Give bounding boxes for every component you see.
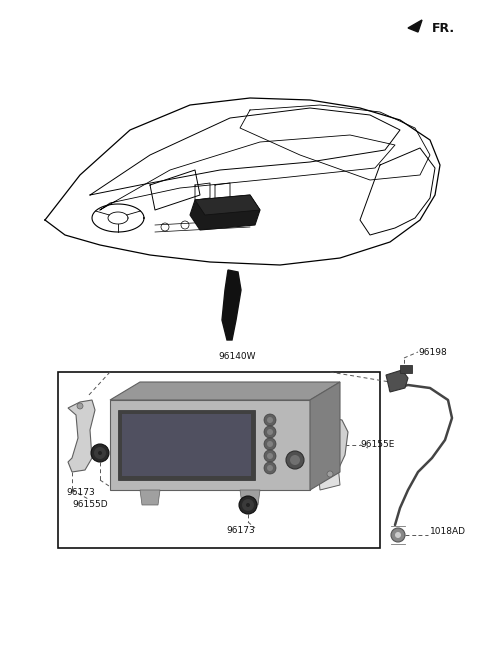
Polygon shape — [68, 400, 95, 472]
Circle shape — [290, 455, 300, 465]
Polygon shape — [195, 195, 260, 215]
Circle shape — [91, 444, 109, 462]
Circle shape — [98, 451, 102, 455]
Circle shape — [264, 438, 276, 450]
Circle shape — [246, 503, 250, 507]
Text: 96198: 96198 — [418, 348, 447, 357]
Text: 96173: 96173 — [66, 488, 95, 497]
Text: 96140W: 96140W — [218, 352, 255, 361]
Circle shape — [264, 462, 276, 474]
Polygon shape — [310, 382, 340, 490]
Polygon shape — [190, 195, 260, 230]
Circle shape — [327, 471, 333, 477]
Text: 96155E: 96155E — [360, 440, 395, 449]
Circle shape — [267, 465, 273, 471]
Polygon shape — [110, 382, 340, 400]
Circle shape — [77, 403, 83, 409]
Polygon shape — [110, 400, 310, 490]
Polygon shape — [240, 490, 260, 505]
Circle shape — [395, 532, 401, 538]
Polygon shape — [408, 20, 422, 32]
Text: 96155D: 96155D — [72, 500, 108, 509]
Circle shape — [239, 496, 257, 514]
Polygon shape — [318, 465, 340, 490]
Bar — [400, 365, 412, 373]
Polygon shape — [318, 418, 348, 475]
Polygon shape — [140, 490, 160, 505]
Polygon shape — [386, 370, 408, 392]
Circle shape — [242, 499, 254, 511]
Circle shape — [264, 450, 276, 462]
Circle shape — [267, 417, 273, 423]
Bar — [122, 414, 251, 476]
Bar — [58, 372, 380, 548]
Circle shape — [286, 451, 304, 469]
Polygon shape — [222, 270, 241, 340]
Circle shape — [94, 447, 106, 459]
Circle shape — [264, 414, 276, 426]
Bar — [118, 410, 255, 480]
Text: 1018AD: 1018AD — [430, 527, 466, 535]
Circle shape — [264, 426, 276, 438]
Circle shape — [391, 528, 405, 542]
Text: 96173: 96173 — [226, 526, 255, 535]
Text: FR.: FR. — [432, 22, 455, 35]
Circle shape — [267, 441, 273, 447]
Circle shape — [267, 429, 273, 435]
Circle shape — [267, 453, 273, 459]
